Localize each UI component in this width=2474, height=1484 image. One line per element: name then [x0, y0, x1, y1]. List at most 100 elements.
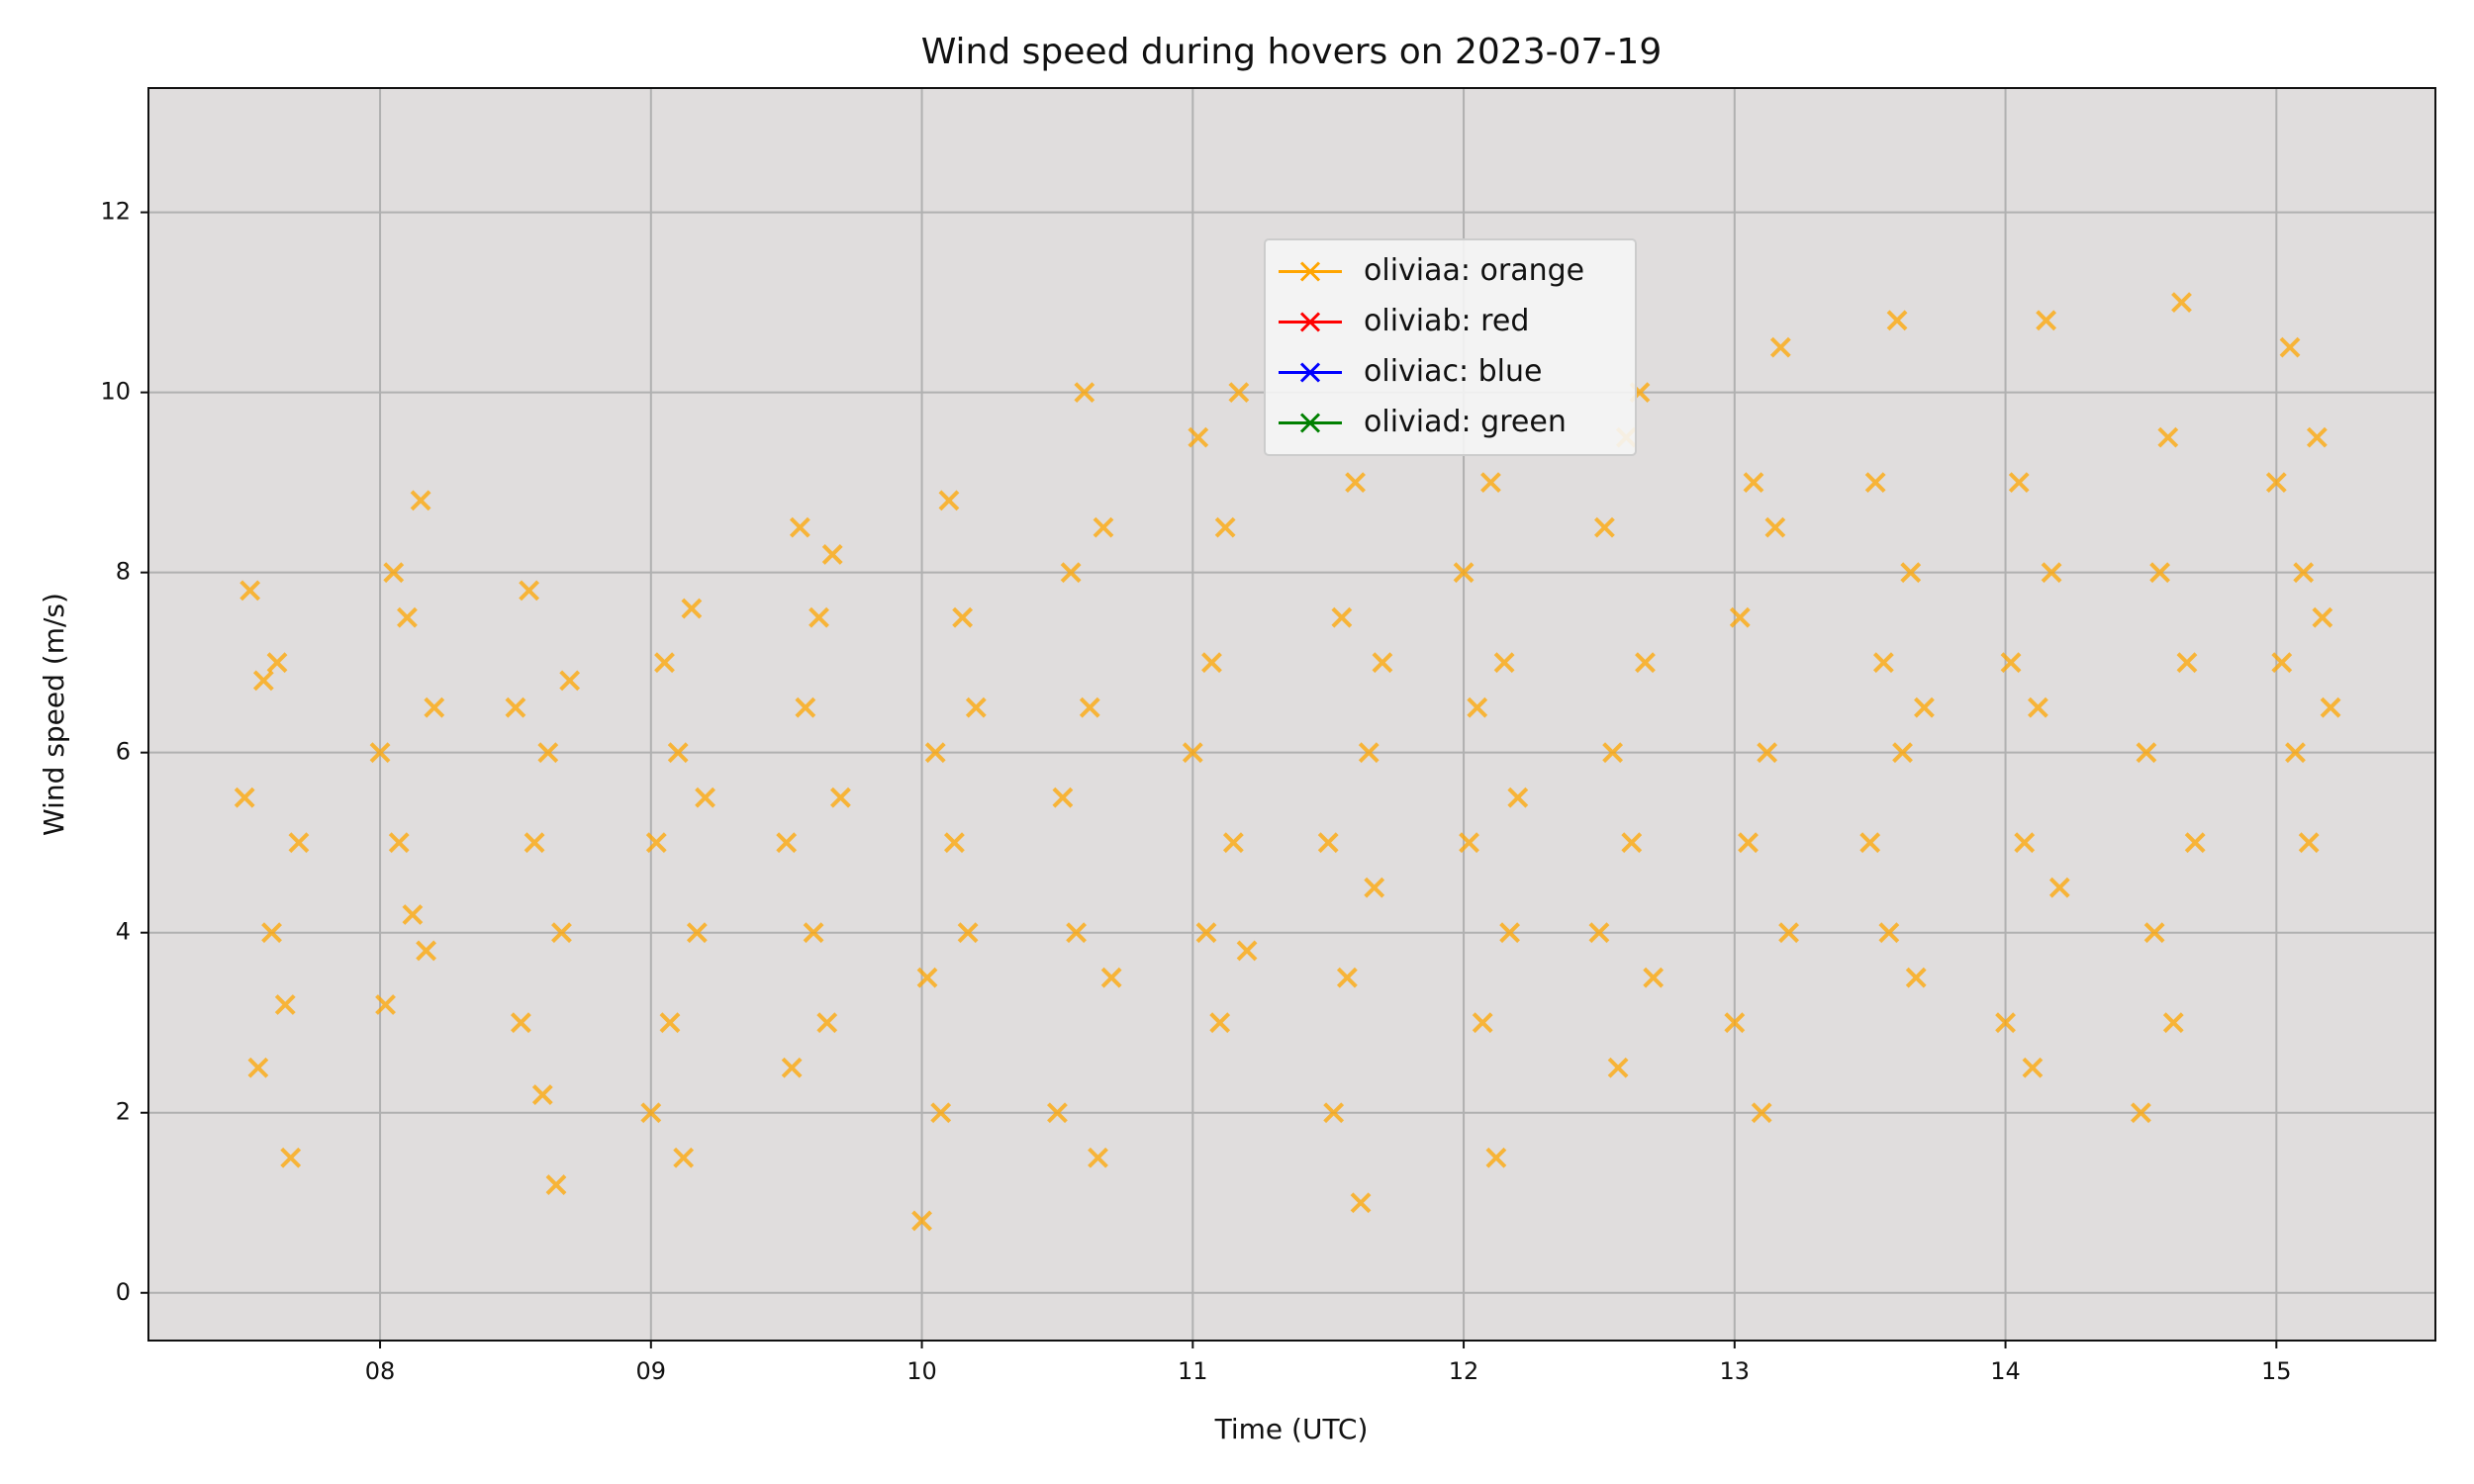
- marker: [1472, 1012, 1493, 1034]
- marker: [1358, 742, 1380, 764]
- marker: [1764, 516, 1786, 538]
- plot-frame: [147, 87, 2436, 1342]
- marker: [816, 1012, 838, 1034]
- marker: [2036, 310, 2057, 331]
- marker: [1892, 742, 1913, 764]
- marker: [545, 1174, 567, 1195]
- marker: [2162, 1012, 2184, 1034]
- marker: [2022, 1057, 2044, 1078]
- marker: [2293, 562, 2315, 584]
- marker: [1188, 426, 1209, 448]
- marker: [640, 1102, 662, 1124]
- marker: [1485, 1147, 1507, 1168]
- marker: [1317, 832, 1339, 854]
- marker: [2000, 652, 2022, 674]
- marker: [523, 832, 545, 854]
- marker: [1201, 652, 1222, 674]
- marker: [1052, 787, 1074, 808]
- marker: [519, 580, 540, 602]
- marker: [695, 787, 715, 808]
- marker: [1060, 562, 1082, 584]
- marker: [1635, 652, 1656, 674]
- marker: [1621, 832, 1643, 854]
- marker: [1372, 652, 1393, 674]
- legend-marker: [1299, 413, 1321, 433]
- marker: [2312, 606, 2333, 628]
- marker: [645, 832, 667, 854]
- marker: [1602, 742, 1624, 764]
- marker: [288, 832, 310, 854]
- marker: [789, 516, 810, 538]
- marker: [1886, 310, 1908, 331]
- marker: [383, 562, 405, 584]
- marker: [280, 1147, 302, 1168]
- marker: [388, 832, 410, 854]
- marker: [2008, 472, 2030, 494]
- marker: [1607, 1057, 1629, 1078]
- marker: [2171, 292, 2192, 314]
- marker: [531, 1084, 553, 1105]
- marker: [274, 994, 296, 1015]
- marker: [654, 652, 675, 674]
- marker: [1236, 940, 1258, 962]
- marker: [1195, 922, 1217, 944]
- marker: [686, 922, 708, 944]
- x-tick-label: 09: [636, 1357, 667, 1385]
- x-tick-label: 12: [1449, 1357, 1479, 1385]
- legend-box: [1264, 238, 1637, 456]
- x-tick-label: 13: [1720, 1357, 1751, 1385]
- y-tick-label: 12: [100, 198, 131, 226]
- legend-label: oliviab: red: [1364, 304, 1529, 338]
- marker: [1066, 922, 1088, 944]
- marker: [559, 670, 581, 692]
- marker: [537, 742, 559, 764]
- marker: [1864, 472, 1886, 494]
- marker: [510, 1012, 531, 1034]
- x-tick-label: 08: [365, 1357, 396, 1385]
- marker: [1182, 742, 1203, 764]
- marker: [1751, 1102, 1772, 1124]
- marker: [957, 922, 979, 944]
- marker: [2184, 832, 2206, 854]
- marker: [776, 832, 798, 854]
- marker: [1209, 1012, 1231, 1034]
- marker: [1769, 336, 1791, 358]
- marker: [266, 652, 288, 674]
- marker: [2320, 696, 2341, 718]
- marker: [1336, 967, 1358, 988]
- marker: [234, 787, 255, 808]
- marker: [1345, 472, 1366, 494]
- marker: [1778, 922, 1799, 944]
- y-tick-label: 10: [100, 378, 131, 406]
- marker: [830, 787, 851, 808]
- marker: [1493, 652, 1515, 674]
- marker: [410, 490, 431, 511]
- marker: [924, 742, 946, 764]
- marker: [2027, 696, 2048, 718]
- marker: [952, 606, 974, 628]
- x-tick-label: 14: [1990, 1357, 2021, 1385]
- chart-title: Wind speed during hovers on 2023-07-19: [921, 32, 1663, 72]
- y-tick-label: 2: [116, 1098, 131, 1126]
- marker: [911, 1210, 932, 1232]
- marker: [1074, 382, 1095, 404]
- marker: [659, 1012, 681, 1034]
- marker: [821, 544, 843, 565]
- marker: [1729, 606, 1751, 628]
- marker: [402, 904, 424, 925]
- marker: [673, 1147, 695, 1168]
- marker: [1995, 1012, 2016, 1034]
- marker: [375, 994, 396, 1015]
- marker: [938, 490, 960, 511]
- marker: [505, 696, 526, 718]
- y-tick-label: 6: [116, 738, 131, 766]
- marker: [809, 606, 829, 628]
- marker: [1323, 1102, 1345, 1124]
- marker: [2285, 742, 2306, 764]
- marker: [1480, 472, 1501, 494]
- marker: [2143, 922, 2165, 944]
- marker: [1331, 606, 1353, 628]
- marker: [1100, 967, 1122, 988]
